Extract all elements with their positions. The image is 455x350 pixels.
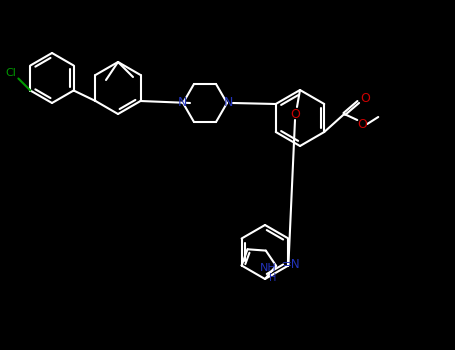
Text: Cl: Cl (5, 68, 16, 77)
Text: H: H (269, 273, 277, 283)
Text: O: O (290, 108, 300, 121)
Text: N: N (177, 97, 187, 110)
Text: O: O (360, 92, 370, 105)
Text: =N: =N (282, 258, 301, 271)
Text: NH: NH (260, 263, 277, 273)
Text: O: O (357, 118, 367, 131)
Text: N: N (223, 97, 233, 110)
